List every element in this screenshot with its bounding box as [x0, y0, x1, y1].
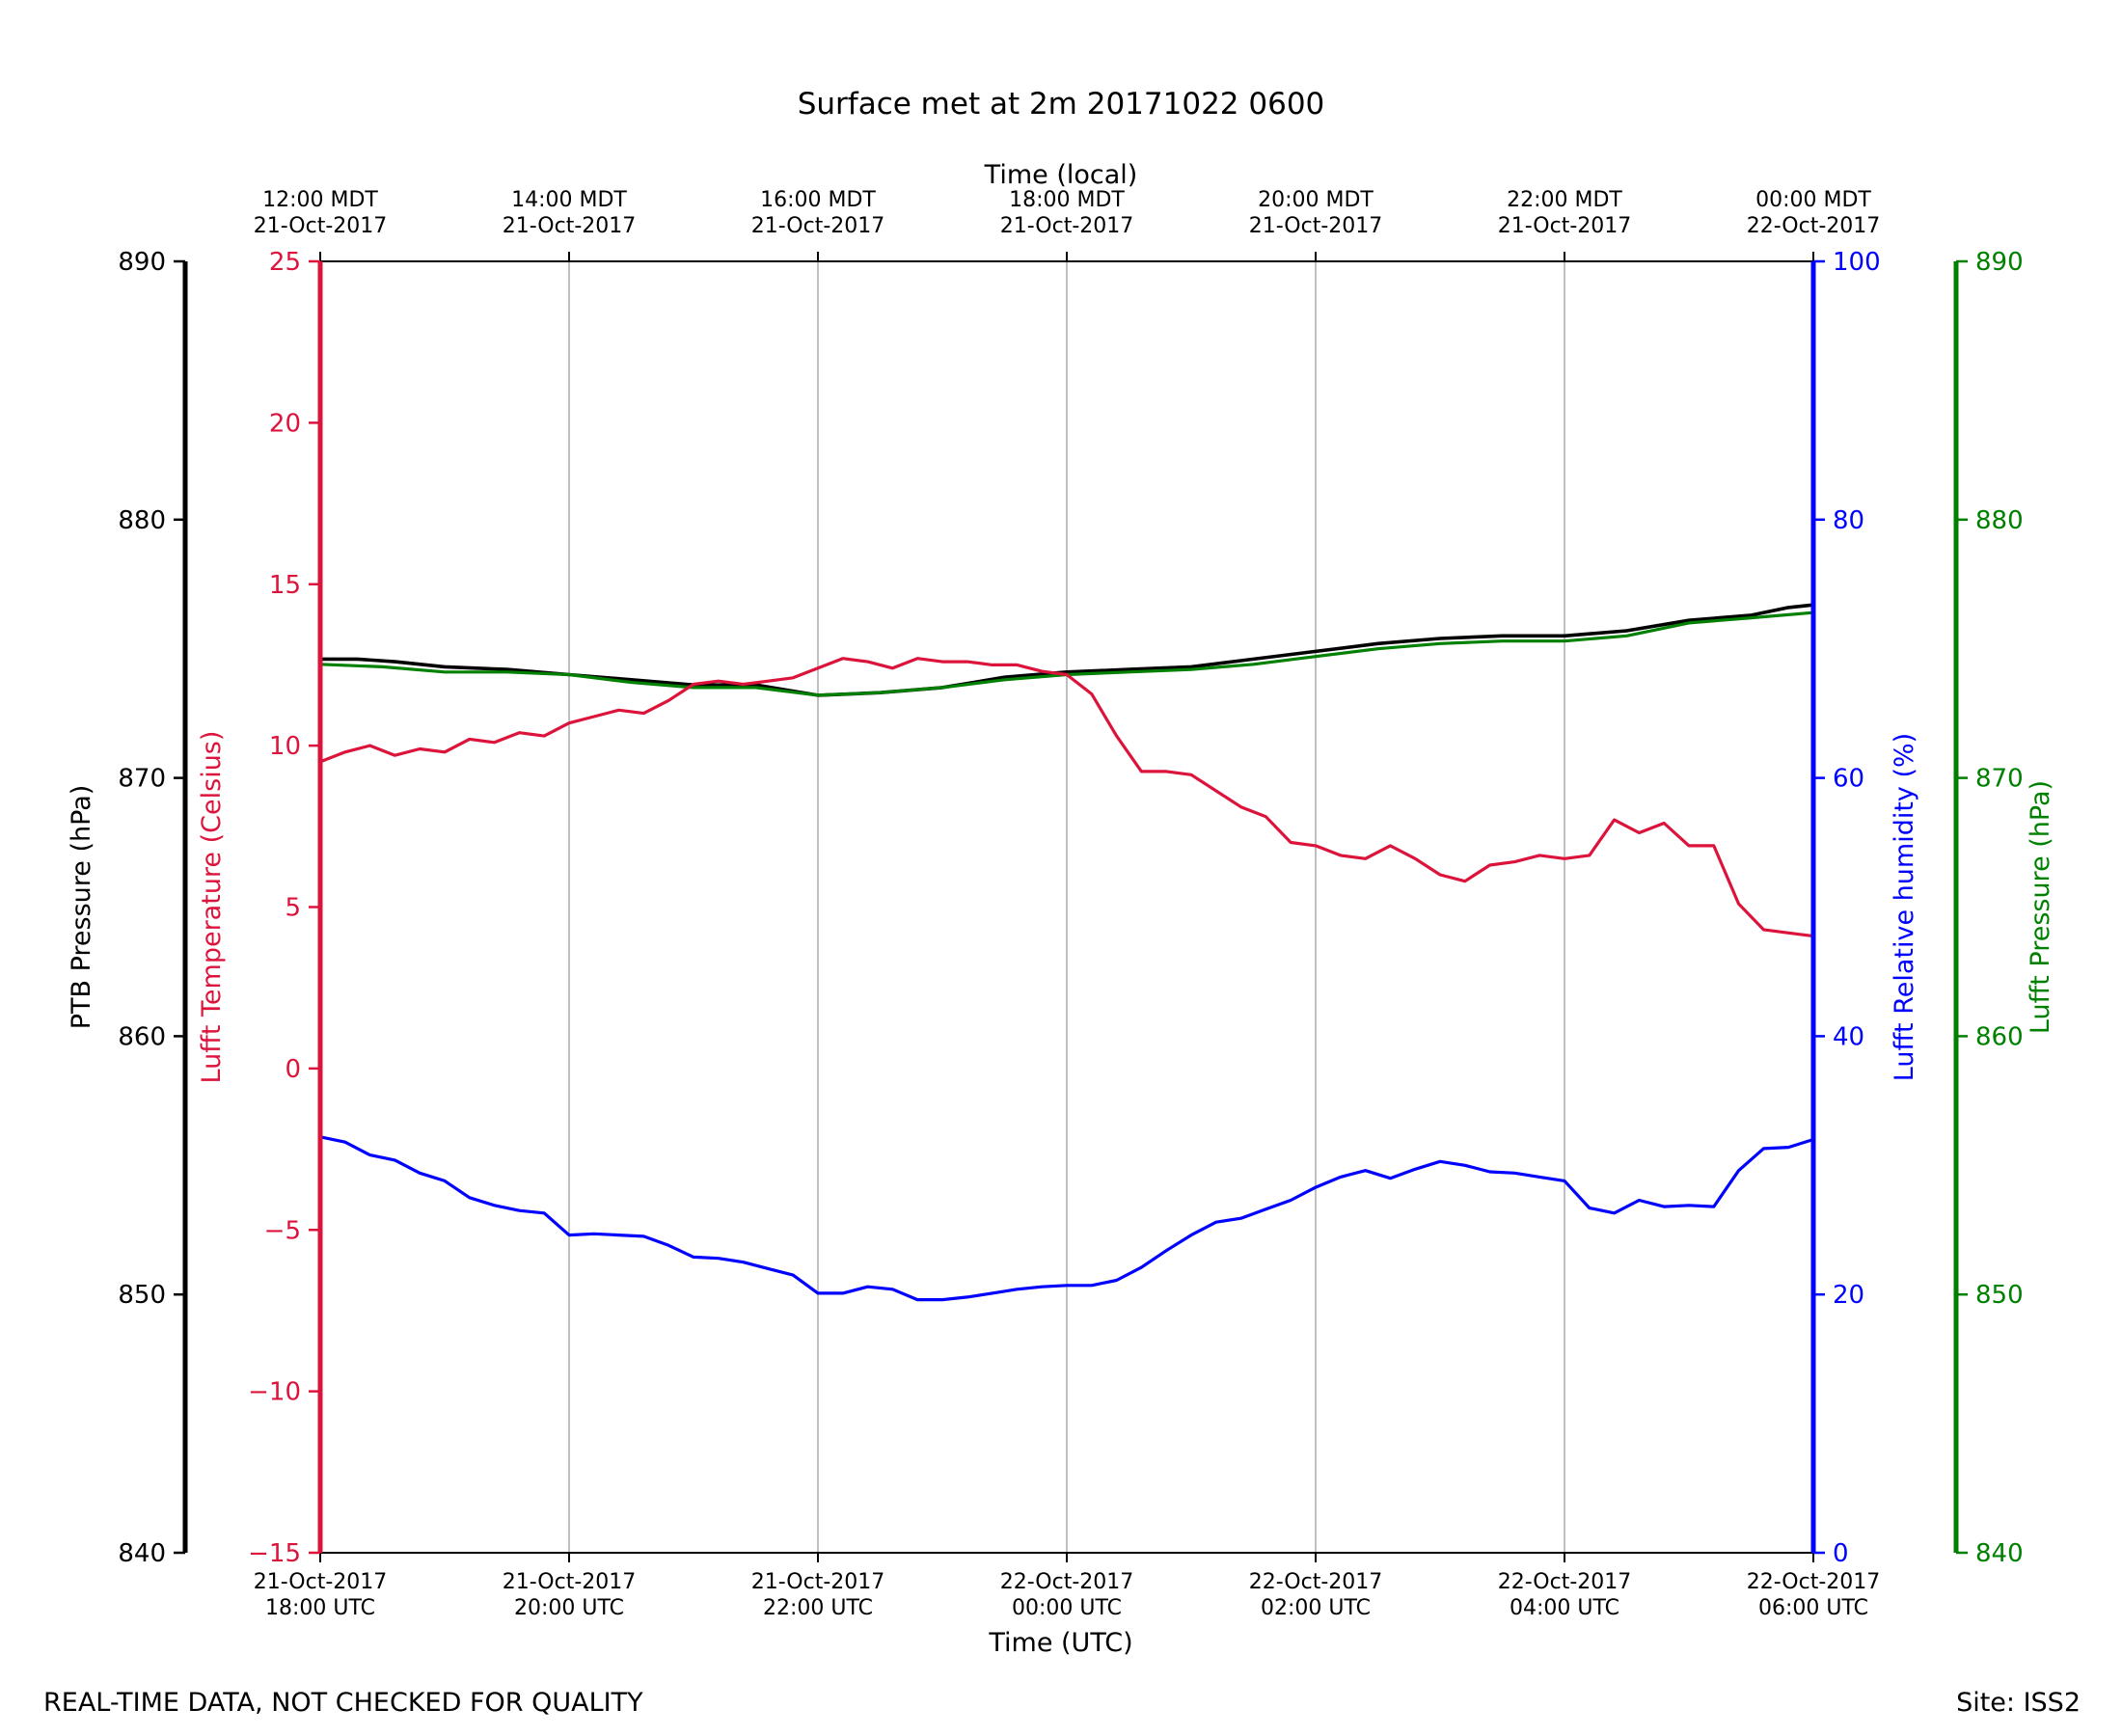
x-tick-label-local-time: 18:00 MDT: [1009, 188, 1125, 212]
lufft_pressure-tick-label: 890: [1975, 248, 2024, 277]
series-line-ptb-pressure: [320, 603, 1814, 697]
temperature-tick-label: −10: [248, 1378, 301, 1407]
lufft_pressure-tick-label: 870: [1975, 765, 2024, 794]
chart-title: Surface met at 2m 20171022 0600: [798, 87, 1325, 122]
x-tick-label-local-date: 21-Oct-2017: [1249, 214, 1383, 238]
temperature-axis-label: Lufft Temperature (Celsius): [197, 731, 227, 1084]
x-tick-label-utc-date: 22-Oct-2017: [1000, 1570, 1134, 1594]
x-tick-label-utc-date: 21-Oct-2017: [751, 1570, 885, 1594]
lufft_pressure-tick-label: 850: [1975, 1281, 2024, 1310]
x-tick-label-local-time: 22:00 MDT: [1507, 188, 1622, 212]
temperature-tick-label: −15: [248, 1539, 301, 1568]
x-tick-label-utc-date: 22-Oct-2017: [1498, 1570, 1632, 1594]
temperature-tick-label: 10: [269, 732, 301, 761]
temperature-tick-label: 25: [269, 248, 301, 277]
x-tick-label-utc-date: 21-Oct-2017: [503, 1570, 637, 1594]
humidity-tick-label: 40: [1833, 1022, 1864, 1051]
temperature-tick-label: 0: [285, 1055, 301, 1084]
ptb_pressure-tick-label: 880: [118, 506, 166, 535]
x-tick-label-utc-time: 00:00 UTC: [1012, 1596, 1122, 1620]
ptb_pressure-axis-label: PTB Pressure (hPa): [67, 785, 96, 1030]
temperature-tick-label: 20: [269, 409, 301, 438]
x-tick-label-utc-time: 04:00 UTC: [1510, 1596, 1619, 1620]
series-line-lufft-relative-humidity: [319, 1135, 1814, 1302]
x-tick-label-local-time: 14:00 MDT: [511, 188, 627, 212]
lufft_pressure-axis-label: Lufft Pressure (hPa): [2026, 780, 2055, 1034]
x-tick-label-local-time: 12:00 MDT: [262, 188, 378, 212]
lufft_pressure-tick-label: 880: [1975, 506, 2024, 535]
x-tick-label-local-date: 21-Oct-2017: [503, 214, 637, 238]
x-tick-label-utc-time: 06:00 UTC: [1758, 1596, 1868, 1620]
humidity-tick-label: 60: [1833, 765, 1864, 794]
x-tick-label-utc-date: 22-Oct-2017: [1747, 1570, 1881, 1594]
ptb_pressure-tick-label: 860: [118, 1022, 166, 1051]
x-tick-label-utc-time: 02:00 UTC: [1261, 1596, 1371, 1620]
lufft_pressure-tick-label: 840: [1975, 1539, 2024, 1568]
x-tick-label-local-time: 00:00 MDT: [1755, 188, 1871, 212]
humidity-tick-label: 80: [1833, 506, 1864, 535]
ptb_pressure-tick-label: 840: [118, 1539, 166, 1568]
x-tick-label-local-date: 21-Oct-2017: [1000, 214, 1134, 238]
humidity-tick-label: 20: [1833, 1281, 1864, 1310]
x-tick-label-local-date: 21-Oct-2017: [254, 214, 388, 238]
bottom-x-axis-label: Time (UTC): [988, 1628, 1132, 1658]
ptb_pressure-tick-label: 850: [118, 1281, 166, 1310]
humidity-tick-label: 0: [1833, 1539, 1849, 1568]
ptb_pressure-tick-label: 870: [118, 765, 166, 794]
x-tick-label-local-time: 16:00 MDT: [760, 188, 876, 212]
x-tick-label-utc-date: 22-Oct-2017: [1249, 1570, 1383, 1594]
temperature-tick-label: 15: [269, 571, 301, 600]
top-x-axis-label: Time (local): [984, 160, 1138, 190]
humidity-axis-label: Lufft Relative humidity (%): [1890, 733, 1919, 1081]
x-tick-label-local-time: 20:00 MDT: [1258, 188, 1374, 212]
series-line-lufft-temperature: [319, 657, 1814, 938]
ptb_pressure-tick-label: 890: [118, 248, 166, 277]
x-tick-label-utc-time: 18:00 UTC: [265, 1596, 375, 1620]
x-tick-label-utc-time: 22:00 UTC: [763, 1596, 873, 1620]
x-tick-label-utc-time: 20:00 UTC: [514, 1596, 624, 1620]
lufft_pressure-tick-label: 860: [1975, 1022, 2024, 1051]
x-tick-label-local-date: 21-Oct-2017: [1498, 214, 1632, 238]
quality-disclaimer: REAL-TIME DATA, NOT CHECKED FOR QUALITY: [43, 1688, 643, 1718]
x-tick-label-local-date: 21-Oct-2017: [751, 214, 885, 238]
data-series: [319, 603, 1814, 1302]
x-tick-label-local-date: 22-Oct-2017: [1747, 214, 1881, 238]
vertical-gridlines: [568, 261, 1565, 1553]
humidity-tick-label: 100: [1833, 248, 1881, 277]
site-label: Site: ISS2: [1956, 1688, 2081, 1718]
temperature-tick-label: 5: [285, 894, 301, 923]
temperature-tick-label: −5: [264, 1216, 301, 1245]
x-tick-label-utc-date: 21-Oct-2017: [254, 1570, 388, 1594]
